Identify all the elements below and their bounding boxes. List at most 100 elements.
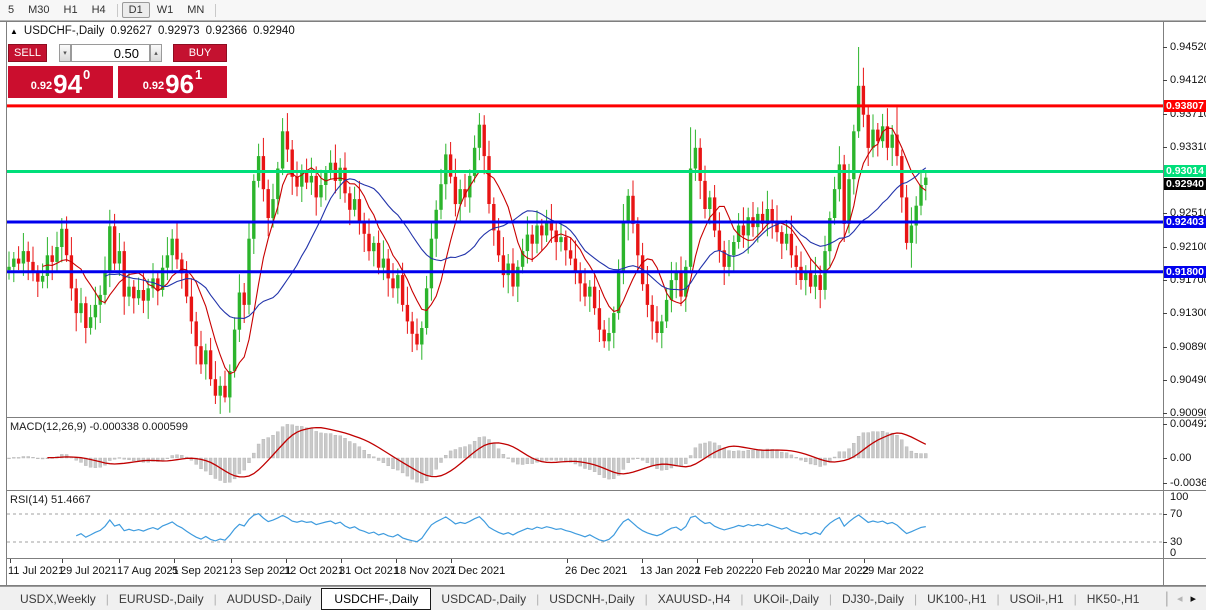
price-tick-label: 0.94120 (1170, 74, 1206, 87)
time-tick-mark (10, 559, 11, 563)
chart-tab-usdcnh-daily[interactable]: USDCNH-,Daily (549, 591, 635, 606)
chart-tab-uk100-h1[interactable]: UK100-,H1 (927, 591, 987, 606)
price-tick-mark (1163, 313, 1167, 315)
chart-window-left-border (6, 21, 7, 586)
toolbar-button-5[interactable]: 5 (8, 4, 15, 16)
chart-tab-eurusd-daily[interactable]: EURUSD-,Daily (118, 591, 204, 606)
buy-price-display[interactable]: 0.92 96 1 (118, 66, 227, 98)
price-tick-mark (1163, 213, 1167, 215)
chart-tab-ukoil-daily[interactable]: UKOil-,Daily (753, 591, 819, 606)
rsi-tick-label: 70 (1170, 508, 1183, 520)
macd-panel-separator[interactable] (6, 417, 1206, 418)
volume-decrease-button[interactable]: ▾ (59, 44, 71, 62)
rsi-tick-label: 0 (1170, 547, 1177, 559)
price-axis-separator (1163, 21, 1164, 586)
price-tick-mark (1163, 113, 1167, 115)
time-tick-label: 10 Mar 2022 (807, 565, 869, 577)
time-tick-mark (396, 559, 397, 563)
time-tick-label: 13 Jan 2022 (640, 565, 701, 577)
chart-title: ▲ USDCHF-,Daily 0.92627 0.92973 0.92366 … (10, 25, 295, 37)
chart-tab-usdcad-daily[interactable]: USDCAD-,Daily (441, 591, 527, 606)
macd-tick-label: 0.004926 (1170, 418, 1206, 430)
time-tick-mark (231, 559, 232, 563)
chart-tab-usoil-h1[interactable]: USOil-,H1 (1009, 591, 1064, 606)
spin-down-icon: ▾ (63, 50, 67, 57)
price-level-badge: 0.93807 (1164, 99, 1206, 112)
timeframe-toolbar: 5 M30 H1 H4 D1 W1 MN (0, 0, 1206, 21)
toolbar-button-h4[interactable]: H4 (91, 4, 106, 16)
chart-tab-audusd-daily[interactable]: AUDUSD-,Daily (226, 591, 312, 606)
rsi-panel-separator[interactable] (6, 490, 1206, 491)
toolbar-button-h1[interactable]: H1 (63, 4, 78, 16)
macd-tick-mark (1163, 424, 1167, 425)
chart-tab-hk50-h1[interactable]: HK50-,H1 (1086, 591, 1140, 606)
price-tick-label: 0.90090 (1170, 407, 1206, 420)
time-tick-mark (567, 559, 568, 563)
macd-canvas[interactable] (7, 418, 1163, 490)
macd-tick-mark (1163, 458, 1167, 459)
one-click-panel-toggle-icon[interactable]: ▲ (10, 26, 18, 36)
rsi-tick-mark (1163, 542, 1167, 543)
volume-increase-button[interactable]: ▴ (150, 44, 162, 62)
chart-tab-usdchf-daily[interactable]: USDCHF-,Daily (321, 587, 432, 610)
sell-price-big: 94 (53, 69, 83, 99)
tab-scroll-left-icon[interactable]: ◂ (1176, 593, 1183, 605)
rsi-canvas[interactable] (7, 491, 1163, 558)
time-tick-label: 7 Dec 2021 (449, 565, 506, 577)
time-tick-mark (752, 559, 753, 563)
ohlc-high: 0.92973 (158, 25, 200, 37)
time-tick-label: 23 Sep 2021 (229, 565, 292, 577)
time-tick-mark (119, 559, 120, 563)
sell-price-display[interactable]: 0.92 94 0 (8, 66, 113, 98)
toolbar-button-mn[interactable]: MN (187, 4, 205, 16)
sell-button[interactable]: SELL (8, 44, 47, 62)
time-tick-mark (864, 559, 865, 563)
chart-tab-dj30-daily[interactable]: DJ30-,Daily (841, 591, 904, 606)
price-tick-mark (1163, 347, 1167, 348)
volume-input[interactable] (71, 44, 150, 62)
tab-separator: | (213, 591, 217, 606)
sell-price-small: 0.92 (30, 80, 53, 92)
toolbar-button-m30[interactable]: M30 (28, 4, 50, 16)
price-tick-mark (1163, 380, 1167, 382)
price-level-badge: 0.93014 (1164, 165, 1206, 178)
time-tick-mark (642, 559, 643, 563)
price-tick-mark (1163, 247, 1167, 248)
macd-main-value: -0.000338 (89, 421, 140, 433)
toolbar-button-d1[interactable]: D1 (121, 2, 150, 18)
tab-separator: | (644, 591, 648, 606)
sell-price-pip: 0 (83, 67, 91, 82)
time-tick-mark (809, 559, 810, 563)
toolbar-button-w1[interactable]: W1 (156, 4, 174, 16)
one-click-trading-panel: SELL ▾ ▴ BUY 0.92 94 0 0.92 96 1 (8, 44, 227, 98)
time-tick-label: 18 Nov 2021 (394, 565, 457, 577)
buy-price-big: 96 (165, 69, 195, 99)
symbol-period-label: USDCHF-,Daily (23, 25, 105, 37)
time-tick-label: 20 Feb 2022 (750, 565, 812, 577)
buy-button[interactable]: BUY (173, 44, 227, 62)
rsi-value: 51.4667 (50, 494, 91, 506)
price-chart-canvas[interactable] (7, 22, 1163, 417)
price-level-badge: 0.91800 (1164, 265, 1206, 278)
time-tick-mark (341, 559, 342, 563)
price-tick-label: 0.90490 (1170, 374, 1206, 387)
price-tick-mark (1163, 80, 1167, 82)
time-tick-mark (62, 559, 63, 563)
price-tick-label: 0.90890 (1170, 341, 1206, 353)
macd-tick-label: 0.00 (1170, 452, 1192, 464)
rsi-tick-mark (1163, 514, 1167, 515)
price-tick-mark (1163, 47, 1167, 48)
ohlc-close: 0.92940 (253, 25, 295, 37)
rsi-label: RSI(14) 51.4667 (10, 494, 91, 506)
chart-tab-xauusd-h4[interactable]: XAUUSD-,H4 (657, 591, 731, 606)
tab-scroll-right-icon[interactable]: ▸ (1190, 593, 1196, 605)
buy-price-small: 0.92 (142, 80, 165, 92)
time-tick-label: 29 Jul 2021 (60, 565, 117, 577)
chart-tab-usdx-weekly[interactable]: USDX,Weekly (20, 591, 96, 606)
rsi-tick-label: 30 (1170, 536, 1183, 548)
chart-tab-bar: USDX,Weekly | EURUSD-,Daily | AUDUSD-,Daily U… (0, 586, 1206, 610)
price-level-badge: 0.92940 (1164, 177, 1206, 190)
chart-window-bottom-border (0, 585, 1206, 586)
chart-window-top-border (0, 21, 1206, 22)
